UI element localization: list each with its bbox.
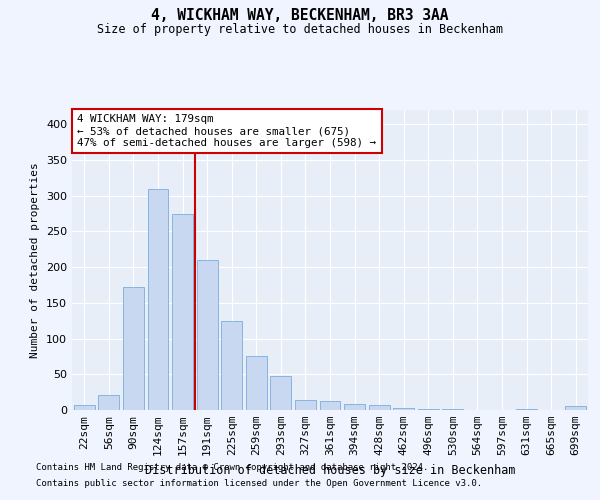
Y-axis label: Number of detached properties: Number of detached properties: [31, 162, 40, 358]
Bar: [74, 405, 95, 410]
Bar: [123, 287, 144, 410]
Bar: [320, 400, 340, 410]
Text: Contains HM Land Registry data © Crown copyright and database right 2024.: Contains HM Land Registry data © Crown c…: [36, 464, 428, 472]
Bar: [271, 376, 292, 410]
Bar: [172, 214, 193, 410]
Bar: [368, 405, 389, 410]
Bar: [148, 190, 169, 410]
Text: Contains public sector information licensed under the Open Government Licence v3: Contains public sector information licen…: [36, 478, 482, 488]
Bar: [221, 320, 242, 410]
Bar: [98, 395, 119, 410]
Bar: [344, 404, 365, 410]
Text: 4, WICKHAM WAY, BECKENHAM, BR3 3AA: 4, WICKHAM WAY, BECKENHAM, BR3 3AA: [151, 8, 449, 22]
Bar: [393, 408, 414, 410]
Bar: [197, 260, 218, 410]
Bar: [516, 408, 537, 410]
Bar: [295, 400, 316, 410]
Text: Size of property relative to detached houses in Beckenham: Size of property relative to detached ho…: [97, 22, 503, 36]
Bar: [565, 406, 586, 410]
X-axis label: Distribution of detached houses by size in Beckenham: Distribution of detached houses by size …: [145, 464, 515, 476]
Text: 4 WICKHAM WAY: 179sqm
← 53% of detached houses are smaller (675)
47% of semi-det: 4 WICKHAM WAY: 179sqm ← 53% of detached …: [77, 114, 376, 148]
Bar: [246, 356, 267, 410]
